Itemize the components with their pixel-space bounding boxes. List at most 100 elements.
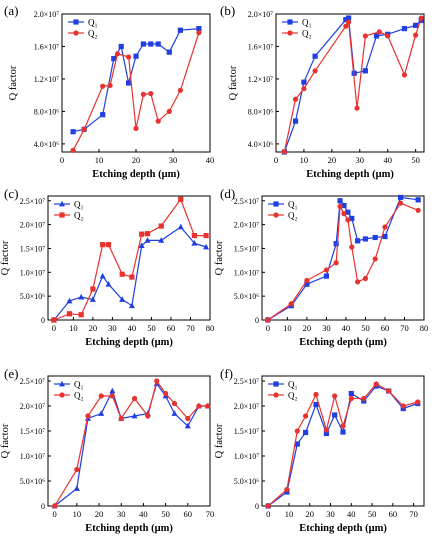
data-point-q2 — [345, 217, 351, 223]
x-tick-label-e: 40 — [139, 509, 148, 519]
y-tick-label-c: 1.0×10⁷ — [20, 268, 46, 277]
series-c-q1 — [50, 223, 210, 323]
data-point-q1 — [131, 412, 138, 419]
data-point-q2 — [288, 301, 294, 307]
series-line-q1 — [54, 382, 208, 507]
x-tick-label-f: 70 — [409, 509, 418, 519]
y-tick-label-e: 5.0×10⁶ — [20, 477, 46, 486]
legend-label-q1: Q₁ — [88, 18, 98, 28]
y-tick-label-f: 5.0×10⁶ — [234, 477, 260, 486]
data-point-q2 — [155, 118, 161, 124]
x-tick-label-e: 10 — [73, 509, 82, 519]
x-axis-label-b: Etching depth (μm) — [306, 169, 394, 180]
legend-label-q2: Q₂ — [74, 211, 84, 221]
data-point-q2 — [362, 33, 368, 39]
legend-label-q1: Q₁ — [74, 380, 84, 390]
panel-label-d: (d) — [220, 186, 235, 201]
data-point-q1 — [294, 441, 300, 447]
data-point-q1 — [313, 401, 319, 408]
data-point-q2 — [185, 415, 191, 422]
y-tick-label-b: 1.2×10⁷ — [248, 75, 274, 84]
data-point-q1 — [382, 233, 388, 240]
data-point-q1 — [191, 240, 198, 246]
data-point-q1 — [397, 194, 404, 201]
data-point-q1 — [343, 17, 349, 23]
data-point-q1 — [345, 209, 351, 215]
y-tick-label-a: 1.2×10⁷ — [34, 75, 60, 84]
data-point-q2 — [292, 96, 299, 102]
data-point-q1 — [128, 302, 135, 309]
data-point-q2 — [385, 33, 391, 39]
data-point-q2 — [114, 51, 121, 57]
x-tick-label-d: 80 — [420, 323, 429, 333]
data-point-q1 — [166, 49, 172, 55]
chart-panel-d: (d) 0 10 20 30 40 50 60 70 80 0 5.0×10⁶ 1.0×10⁷ 1.5×1… — [214, 186, 428, 348]
x-tick-label-e: 60 — [184, 509, 193, 519]
data-point-q2 — [105, 242, 112, 248]
x-tick-label-b: 40 — [383, 155, 392, 165]
x-tick-label-c: 40 — [128, 323, 137, 333]
data-point-q2 — [265, 503, 271, 509]
data-point-q1 — [140, 41, 146, 47]
data-point-q2 — [131, 395, 138, 402]
y-tick-label-f: 2.5×10⁷ — [234, 377, 260, 386]
data-point-q1 — [119, 296, 126, 302]
data-point-q2 — [313, 391, 319, 398]
x-axis-label-c: Etching depth (μm) — [85, 337, 173, 348]
series-b-q2 — [281, 15, 424, 155]
x-tick-label-f: 40 — [347, 509, 356, 519]
data-point-q1 — [333, 241, 339, 247]
data-point-q2 — [400, 403, 406, 409]
data-point-q2 — [133, 125, 139, 132]
data-point-q1 — [312, 53, 318, 59]
data-point-q2 — [304, 277, 310, 284]
series-line-q1 — [267, 385, 418, 507]
y-tick-label-b: 8.0×10⁶ — [248, 107, 274, 116]
data-point-q2 — [144, 231, 151, 237]
data-point-q2 — [401, 72, 408, 78]
data-point-q2 — [191, 232, 197, 239]
x-tick-label-b: 10 — [300, 155, 309, 165]
y-tick-label-a: 2.0×10⁷ — [34, 10, 60, 19]
data-point-q2 — [166, 108, 172, 115]
x-tick-label-f: 50 — [368, 509, 377, 519]
data-point-q1 — [401, 26, 408, 32]
x-tick-label-f: 30 — [326, 509, 335, 519]
data-point-q2 — [154, 378, 160, 384]
legend-marker-q2 — [73, 30, 79, 36]
y-tick-label-e: 0 — [41, 502, 45, 511]
data-point-q2 — [203, 232, 209, 239]
data-point-q2 — [294, 428, 300, 434]
data-point-q2 — [386, 388, 392, 394]
series-line-q1 — [53, 226, 207, 321]
data-point-q2 — [178, 196, 184, 202]
data-point-q2 — [66, 311, 73, 317]
data-point-q2 — [85, 413, 91, 419]
data-point-q1 — [100, 112, 106, 118]
legend-marker-q2 — [273, 212, 279, 218]
data-point-q2 — [90, 286, 96, 292]
data-point-q2 — [332, 393, 338, 399]
legend-label-q2: Q₂ — [74, 391, 84, 401]
y-axis-label-c: Q factor — [0, 240, 11, 275]
x-tick-label-f: 10 — [285, 509, 294, 519]
data-point-q1 — [118, 43, 124, 50]
data-point-q1 — [66, 297, 73, 304]
data-point-q1 — [196, 26, 202, 32]
data-point-q2 — [348, 395, 354, 402]
data-point-q1 — [372, 234, 378, 241]
data-point-q2 — [196, 30, 202, 36]
panel-label-e: (e) — [4, 366, 18, 381]
data-point-q2 — [98, 393, 104, 399]
data-point-q2 — [145, 413, 151, 419]
y-axis-label-a: Q factor — [8, 65, 19, 100]
data-point-q1 — [337, 198, 343, 204]
data-point-q2 — [323, 267, 330, 273]
x-tick-label-e: 0 — [53, 509, 57, 519]
data-point-q1 — [355, 238, 361, 244]
data-point-q1 — [109, 387, 116, 394]
data-point-q2 — [100, 83, 106, 89]
data-point-q2 — [376, 29, 382, 35]
legend-label-q1: Q₁ — [74, 200, 84, 210]
data-point-q1 — [301, 79, 307, 85]
